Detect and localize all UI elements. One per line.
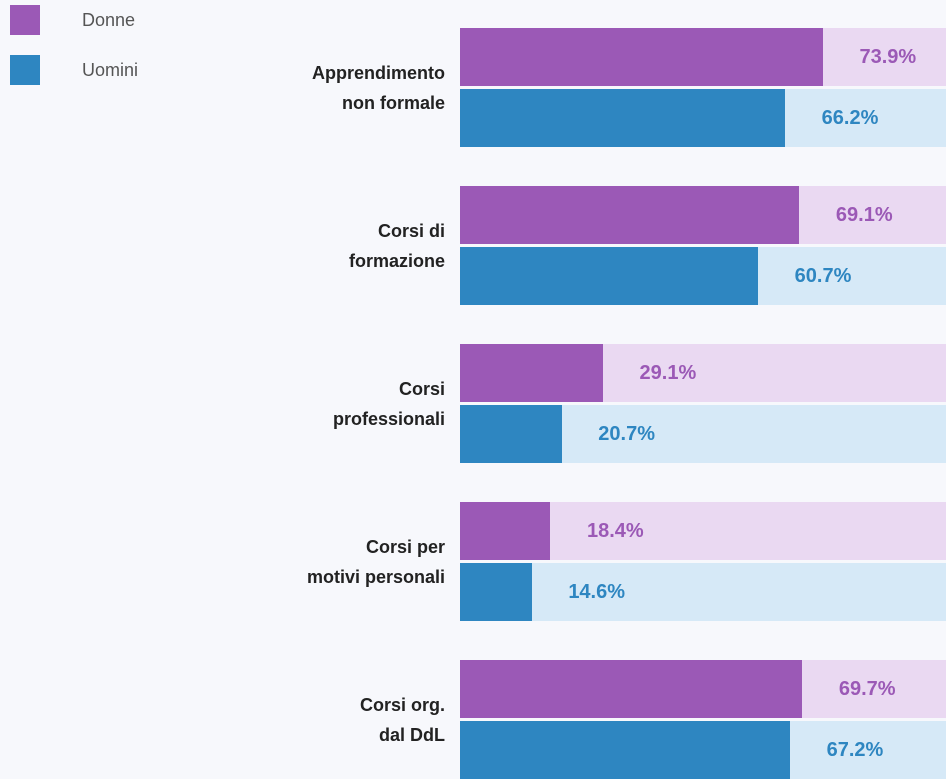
value-label: 29.1% bbox=[639, 362, 697, 384]
legend-swatch bbox=[10, 5, 40, 35]
value-label: 69.7% bbox=[838, 678, 896, 700]
bar bbox=[460, 28, 823, 86]
bar bbox=[460, 247, 759, 305]
value-label: 67.2% bbox=[826, 739, 884, 761]
category-label: Corsi org. dal DdL bbox=[359, 694, 445, 745]
bar-track bbox=[460, 563, 946, 621]
value-label: 18.4% bbox=[586, 520, 644, 542]
category-label: Corsi di formazione bbox=[348, 220, 445, 271]
value-label: 73.9% bbox=[859, 46, 917, 68]
category-label: Corsi professionali bbox=[332, 378, 445, 429]
value-label: 69.1% bbox=[835, 204, 893, 226]
value-label: 66.2% bbox=[821, 107, 879, 129]
category-label: Apprendimento non formale bbox=[312, 62, 445, 113]
bar bbox=[460, 502, 551, 560]
value-label: 20.7% bbox=[598, 423, 655, 445]
bar bbox=[460, 721, 790, 779]
bar bbox=[460, 405, 562, 463]
bar bbox=[460, 660, 803, 718]
bar bbox=[460, 344, 603, 402]
bar bbox=[460, 89, 786, 147]
value-label: 60.7% bbox=[794, 265, 852, 287]
legend-label: Uomini bbox=[82, 60, 139, 80]
bar bbox=[460, 186, 800, 244]
category-label: Corsi per motivi personali bbox=[306, 536, 445, 587]
legend-label: Donne bbox=[82, 10, 136, 30]
bar bbox=[460, 563, 532, 621]
legend-swatch bbox=[10, 55, 40, 85]
value-label: 14.6% bbox=[568, 581, 626, 603]
